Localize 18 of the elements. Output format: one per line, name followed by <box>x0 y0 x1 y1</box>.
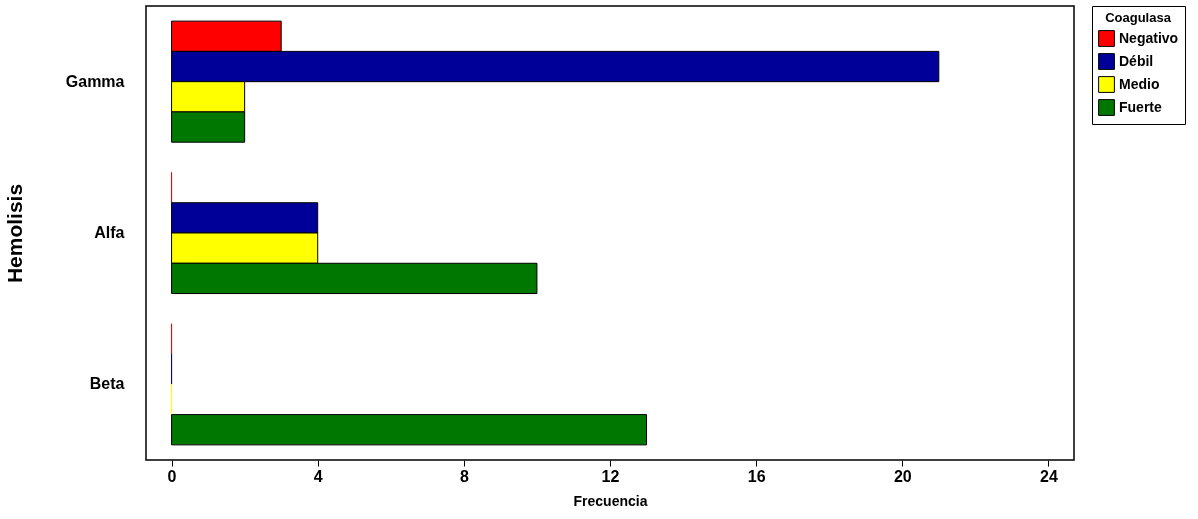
x-tick-label: 4 <box>313 467 323 485</box>
x-tick-label: 16 <box>747 467 766 485</box>
x-tick-label: 0 <box>167 467 177 485</box>
legend-label: Débil <box>1119 52 1154 69</box>
bar <box>171 414 648 446</box>
x-tick-label: 12 <box>601 467 620 485</box>
y-tick-label: Gamma <box>65 72 125 90</box>
x-tick-label: 24 <box>1040 467 1058 485</box>
legend-label: Medio <box>1119 75 1160 92</box>
x-tick-label: 8 <box>459 467 469 485</box>
x-tick-label: 20 <box>893 467 912 485</box>
y-axis-title: Hemolisis <box>2 183 26 284</box>
y-tick-label: Beta <box>89 375 125 393</box>
y-tick-label: Alfa <box>94 224 125 241</box>
legend-label: Fuerte <box>1119 98 1162 115</box>
x-axis-title: Frecuencia <box>573 492 648 509</box>
legend-label: Negativo <box>1119 29 1179 46</box>
legend-title: Coagulasa <box>1105 10 1172 25</box>
